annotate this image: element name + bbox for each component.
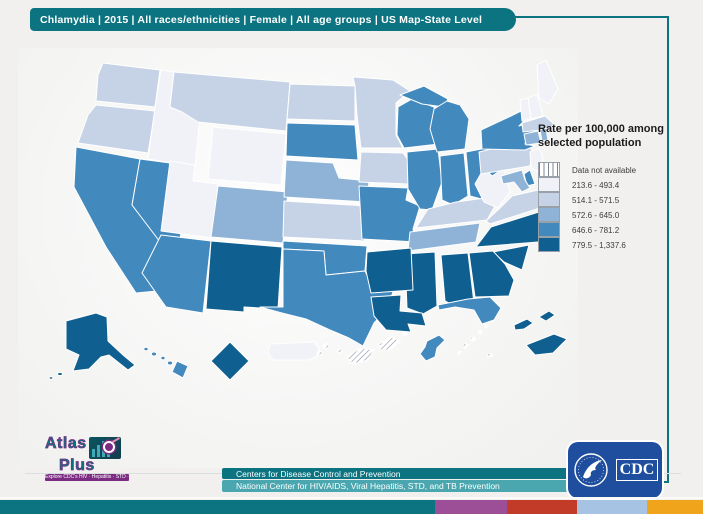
stripe-segment	[0, 500, 435, 514]
state-MI[interactable]	[429, 100, 470, 153]
legend-swatch	[538, 192, 560, 207]
legend-swatch-hatched	[538, 162, 560, 177]
state-RI[interactable]	[539, 127, 549, 142]
cdc-logo[interactable]: CDC	[568, 442, 662, 498]
legend-item: 572.6 - 645.0	[538, 207, 664, 223]
state-SD[interactable]	[285, 122, 359, 161]
state-TX[interactable]	[259, 248, 395, 347]
state-MD[interactable]	[500, 169, 531, 193]
legend-swatch	[538, 207, 560, 222]
state-TN[interactable]	[407, 222, 481, 252]
atlas-logo-text-bottom: Plus	[59, 457, 95, 474]
state-VT[interactable]	[519, 97, 532, 122]
bottom-color-stripe	[0, 500, 703, 514]
territory-AS[interactable]	[337, 331, 408, 365]
state-NM[interactable]	[205, 240, 283, 313]
stripe-segment	[435, 500, 507, 514]
footer-bar-cdc: Centers for Disease Control and Preventi…	[222, 468, 642, 479]
map-svg	[48, 59, 568, 381]
state-IL[interactable]	[406, 148, 443, 211]
state-IA[interactable]	[358, 151, 412, 185]
state-NE[interactable]	[283, 159, 370, 203]
territory-GU[interactable]	[419, 334, 446, 362]
legend-title: Rate per 100,000 among selected populati…	[538, 123, 664, 149]
state-CO[interactable]	[210, 185, 289, 244]
legend-item: Data not available	[538, 162, 664, 178]
territory-pacific-islands[interactable]	[317, 343, 330, 356]
legend-rows: Data not available 213.6 - 493.4 514.1 - 5…	[538, 162, 664, 253]
legend: Rate per 100,000 among selected populati…	[538, 123, 664, 253]
legend-item: 514.1 - 571.5	[538, 192, 664, 208]
state-MO[interactable]	[358, 185, 421, 243]
legend-item: 779.5 - 1,337.6	[538, 237, 664, 253]
frame-line-right	[667, 16, 669, 483]
legend-swatch	[538, 222, 560, 237]
stripe-segment	[647, 500, 703, 514]
state-ME[interactable]	[536, 59, 559, 105]
header-bar: Chlamydia | 2015 | All races/ethnicities…	[30, 8, 516, 31]
legend-item: 213.6 - 493.4	[538, 177, 664, 193]
state-AK-aleutian[interactable]	[57, 372, 63, 376]
legend-label: 572.6 - 645.0	[572, 210, 620, 220]
state-MN[interactable]	[352, 76, 411, 149]
footer-bar-nchhstp: National Center for HIV/AIDS, Viral Hepa…	[222, 480, 643, 492]
stripe-segment	[507, 500, 577, 514]
state-GA[interactable]	[468, 250, 515, 298]
state-ND[interactable]	[286, 83, 356, 122]
state-KS[interactable]	[282, 200, 368, 242]
territory-MP[interactable]	[457, 323, 493, 358]
footer-text-cdc: Centers for Disease Control and Preventi…	[236, 468, 401, 479]
legend-label: 213.6 - 493.4	[572, 180, 620, 190]
state-MS[interactable]	[404, 251, 438, 315]
state-UT[interactable]	[160, 160, 219, 239]
atlas-logo-tagline: Explore CDC's HIV · Hepatitis · STD · TB…	[45, 474, 129, 481]
state-OR[interactable]	[77, 104, 156, 154]
territory-VI[interactable]	[513, 310, 568, 356]
cdc-logo-text: CDC	[615, 459, 659, 481]
frame-line-top	[512, 16, 669, 18]
state-AZ[interactable]	[141, 234, 212, 314]
us-choropleth-map	[30, 55, 575, 400]
stripe-segment	[577, 500, 647, 514]
state-HI[interactable]	[143, 346, 189, 379]
state-IN[interactable]	[439, 152, 469, 206]
state-AK[interactable]	[65, 312, 136, 372]
stripe-top-highlight	[0, 497, 703, 499]
page-title: Chlamydia | 2015 | All races/ethnicities…	[40, 13, 483, 26]
atlas-logo-text-top: Atlas	[45, 435, 87, 452]
state-LA[interactable]	[370, 294, 427, 333]
atlas-logo-icon	[88, 437, 121, 459]
state-PR[interactable]	[259, 341, 320, 361]
state-WY[interactable]	[207, 126, 287, 186]
state-CT[interactable]	[523, 130, 542, 146]
legend-label: 779.5 - 1,337.6	[572, 240, 626, 250]
state-AK-aleutian[interactable]	[48, 376, 54, 380]
state-AR[interactable]	[365, 247, 414, 294]
legend-label: 646.6 - 781.2	[572, 225, 620, 235]
state-WA[interactable]	[95, 62, 161, 108]
state-MT[interactable]	[169, 71, 291, 132]
legend-swatch	[538, 237, 560, 252]
state-FL[interactable]	[437, 296, 502, 325]
hhs-seal-icon	[573, 453, 608, 487]
legend-item: 646.6 - 781.2	[538, 222, 664, 238]
footer-text-nchhstp: National Center for HIV/AIDS, Viral Hepa…	[236, 481, 500, 491]
legend-label: Data not available	[572, 165, 637, 175]
legend-swatch	[538, 177, 560, 192]
atlas-plus-logo[interactable]: Atlas Plus Explore CDC's HIV · Hepatitis…	[45, 435, 129, 481]
state-DC[interactable]	[210, 341, 250, 381]
legend-label: 514.1 - 571.5	[572, 195, 620, 205]
